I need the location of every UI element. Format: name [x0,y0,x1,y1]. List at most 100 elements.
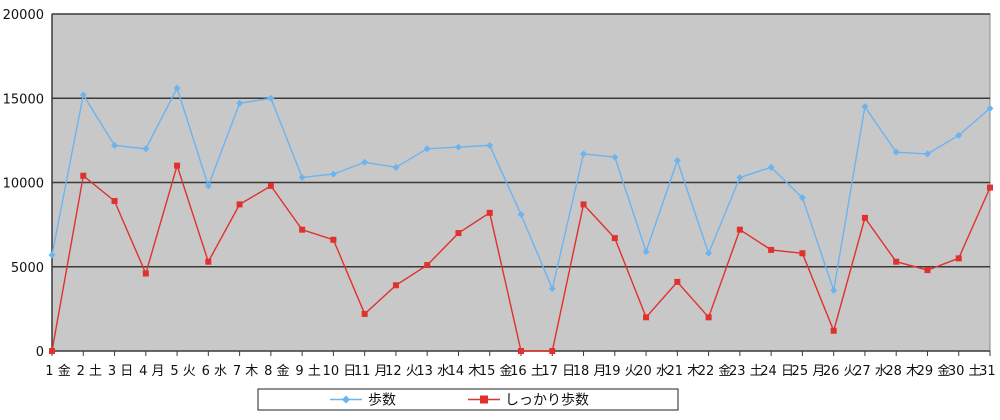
data-point-series-1 [893,258,900,265]
data-point-series-0 [767,163,775,171]
x-tick-label: 16 土 [510,364,544,379]
data-point-series-0 [111,141,119,149]
data-point-series-0 [173,84,181,92]
x-tick-label: 3 日 [108,364,133,379]
x-tick-label: 15 金 [479,363,513,379]
data-point-series-1 [299,226,306,233]
x-tick-label: 22 金 [698,363,732,379]
data-point-series-0 [423,145,431,153]
data-point-series-0 [986,104,994,112]
data-point-series-0 [548,285,556,293]
data-point-series-0 [48,251,56,259]
data-point-series-0 [955,131,963,139]
data-point-series-1 [486,209,493,216]
legend-label: 歩数 [368,393,396,409]
data-point-series-1 [580,201,587,208]
x-tick-label: 24 日 [760,364,794,379]
x-tick-label: 8 金 [264,363,289,379]
data-point-series-0 [79,91,87,99]
x-tick-label: 29 金 [917,363,951,379]
data-point-series-1 [768,246,775,253]
data-point-series-1 [392,282,399,289]
data-point-series-0 [204,182,212,190]
data-point-series-1 [142,270,149,277]
x-tick-label: 27 水 [854,364,888,379]
data-point-series-1 [80,172,87,179]
x-tick-label: 11 月 [354,364,388,379]
data-point-series-0 [392,163,400,171]
data-point-series-1 [705,314,712,321]
data-point-series-1 [674,278,681,285]
x-tick-label: 31 日 [979,364,1000,379]
data-point-series-0 [861,103,869,111]
data-point-series-1 [549,348,556,354]
data-point-series-1 [267,182,274,189]
data-point-series-1 [830,327,837,334]
data-point-series-1 [861,214,868,221]
data-point-series-0 [892,148,900,156]
data-point-series-1 [424,262,431,269]
data-point-series-1 [955,255,962,262]
legend-marker-1 [480,395,488,404]
x-tick-label: 30 土 [948,364,982,379]
x-tick-label: 4 月 [139,364,164,379]
x-tick-label: 13 水 [416,364,450,379]
data-point-series-1 [924,267,931,274]
x-tick-label: 1 金 [45,363,70,379]
data-point-series-0 [642,248,650,256]
data-point-series-0 [923,150,931,158]
legend-label: しっかり歩数 [505,393,589,409]
x-tick-label: 20 水 [635,364,669,379]
data-point-series-0 [705,249,713,257]
data-point-series-0 [798,194,806,202]
data-point-series-0 [142,145,150,153]
data-point-series-0 [361,158,369,166]
data-point-series-1 [205,258,212,265]
x-tick-label: 6 水 [202,364,227,379]
x-tick-label: 10 日 [323,364,357,379]
data-point-series-1 [518,348,524,354]
y-tick-label: 20000 [3,8,44,23]
x-tick-label: 23 土 [729,364,763,379]
data-point-series-0 [517,211,525,219]
data-point-series-0 [673,157,681,165]
x-tick-label: 28 木 [885,364,919,379]
x-tick-label: 12 火 [385,364,419,379]
x-tick-label: 26 火 [823,364,857,379]
data-point-series-0 [329,170,337,178]
data-point-series-1 [174,162,181,169]
data-point-series-1 [49,348,55,354]
y-tick-label: 10000 [3,177,44,192]
x-tick-label: 14 木 [448,364,482,379]
data-point-series-1 [987,184,993,191]
x-tick-label: 17 日 [541,364,575,379]
x-tick-label: 2 土 [77,364,102,379]
data-point-series-0 [298,173,306,181]
data-point-series-1 [455,230,462,237]
data-point-series-0 [454,143,462,151]
data-point-series-0 [580,150,588,158]
x-tick-label: 25 月 [792,364,826,379]
data-point-series-1 [330,236,337,243]
data-point-series-1 [643,314,650,321]
x-tick-label: 18 月 [573,364,607,379]
data-point-series-1 [361,310,368,317]
data-point-series-0 [486,141,494,149]
y-tick-label: 5000 [11,261,44,276]
legend-marker-0 [342,395,350,404]
data-point-series-1 [799,250,806,257]
data-point-series-1 [611,235,618,242]
data-point-series-1 [111,198,118,205]
data-point-series-0 [830,286,838,294]
x-tick-label: 21 木 [666,364,700,379]
data-point-series-1 [236,201,243,208]
data-point-series-0 [736,173,744,181]
data-point-series-0 [611,153,619,161]
y-tick-label: 15000 [3,92,44,107]
x-tick-label: 9 土 [295,364,320,379]
data-point-series-0 [267,94,275,102]
x-tick-label: 19 火 [604,364,638,379]
x-tick-label: 5 火 [170,364,195,379]
